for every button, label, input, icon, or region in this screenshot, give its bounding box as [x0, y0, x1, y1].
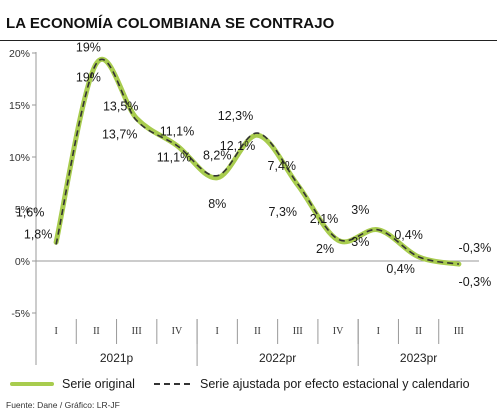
x-tick-label: I — [54, 326, 57, 337]
data-label-original: 19% — [76, 70, 101, 84]
title-divider — [0, 40, 497, 41]
data-label-adjusted: 8,2% — [203, 149, 232, 163]
x-tick-label: III — [454, 326, 464, 337]
y-tick-label: 10% — [9, 152, 30, 164]
year-group-label: 2023pr — [400, 351, 437, 365]
data-label-adjusted: 19% — [76, 40, 101, 54]
legend-item-original: Serie original — [10, 377, 135, 391]
data-label-adjusted: 1,6% — [16, 205, 45, 219]
x-tick-label: II — [93, 326, 100, 337]
x-tick-label: IV — [333, 326, 344, 337]
x-tick-label: II — [254, 326, 261, 337]
data-label-original: 3% — [351, 235, 369, 249]
legend-label-adjusted: Serie ajustada por efecto estacional y c… — [200, 377, 470, 391]
data-label-adjusted: 3% — [351, 203, 369, 217]
data-label-original: 8% — [208, 197, 226, 211]
y-tick-label: 5% — [15, 204, 30, 216]
x-tick-label: II — [415, 326, 422, 337]
legend-label-original: Serie original — [62, 377, 135, 391]
chart-title: LA ECONOMÍA COLOMBIANA SE CONTRAJO — [6, 15, 335, 32]
y-tick-label: 15% — [9, 100, 30, 112]
data-label-adjusted: 12,3% — [218, 109, 253, 123]
year-group-label: 2021p — [100, 351, 134, 365]
y-tick-label: 0% — [15, 256, 30, 268]
x-tick-label: III — [132, 326, 142, 337]
data-label-original: 12,1% — [220, 139, 255, 153]
legend: Serie original Serie ajustada por efecto… — [6, 377, 494, 395]
year-group-label: 2022pr — [259, 351, 296, 365]
data-label-original: 7,3% — [269, 205, 298, 219]
series-line-adjusted — [55, 58, 460, 265]
data-label-original: -0,3% — [459, 275, 492, 289]
data-label-original: 11,1% — [157, 151, 192, 165]
data-label-adjusted: 11,1% — [160, 125, 195, 139]
data-label-original: 13,7% — [102, 128, 137, 142]
x-tick-label: III — [293, 326, 303, 337]
legend-swatch-adjusted — [154, 383, 190, 385]
source-note: Fuente: Dane / Gráfico: LR-JF — [6, 400, 120, 410]
x-tick-label: IV — [172, 326, 183, 337]
data-label-adjusted: 13,5% — [103, 100, 138, 114]
data-label-adjusted: 2,1% — [310, 212, 339, 226]
data-label-original: 2% — [316, 242, 334, 256]
y-tick-label: -5% — [11, 308, 30, 320]
x-tick-label: I — [377, 326, 380, 337]
data-label-adjusted: 7,4% — [268, 159, 297, 173]
y-tick-label: 20% — [9, 48, 30, 60]
data-label-adjusted: -0,3% — [459, 241, 492, 255]
legend-swatch-original — [10, 382, 54, 386]
x-tick-label: I — [216, 326, 219, 337]
data-label-original: 1,8% — [24, 227, 53, 241]
data-label-adjusted: 0,4% — [394, 228, 423, 242]
legend-item-adjusted: Serie ajustada por efecto estacional y c… — [154, 377, 470, 391]
data-label-original: 0,4% — [386, 262, 415, 276]
